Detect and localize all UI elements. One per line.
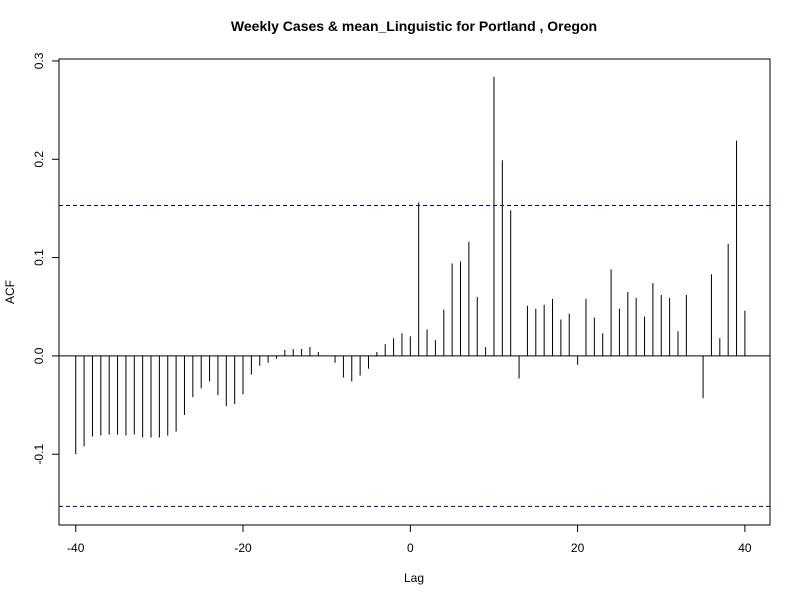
- x-tick-label: -20: [234, 541, 252, 555]
- x-tick-label: 40: [738, 541, 752, 555]
- y-tick-label: 0.0: [32, 347, 46, 364]
- y-axis-ticks: -0.1 0.0 0.1 0.2 0.3: [32, 52, 59, 465]
- x-tick-label: 20: [571, 541, 585, 555]
- y-tick-label: -0.1: [32, 444, 46, 465]
- plot-frame: [58, 58, 771, 526]
- x-tick-label: 0: [407, 541, 414, 555]
- x-axis-label: Lag: [404, 571, 424, 585]
- x-tick-label: -40: [67, 541, 85, 555]
- chart-title: Weekly Cases & mean_Linguistic for Portl…: [231, 18, 597, 34]
- acf-bars: [59, 76, 770, 455]
- y-tick-label: 0.3: [32, 52, 46, 69]
- y-tick-label: 0.1: [32, 249, 46, 266]
- y-axis-label: ACF: [3, 280, 17, 304]
- x-axis-ticks: -40 -20 0 20 40: [67, 525, 752, 555]
- y-tick-label: 0.2: [32, 151, 46, 168]
